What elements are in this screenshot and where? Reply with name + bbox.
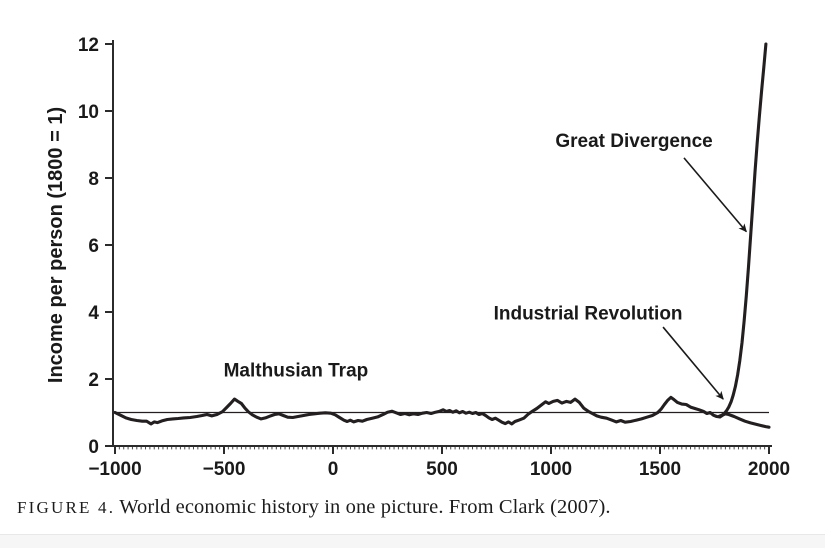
arrow-great-divergence (683, 157, 747, 233)
x-tick-label: 0 (328, 459, 339, 480)
figure-caption: FIGURE 4. World economic history in one p… (17, 496, 797, 519)
annotation-malthusian-trap: Malthusian Trap (224, 361, 369, 382)
world-economic-history-chart: −1000 −500 0 500 1000 1500 2000 0 2 4 6 8 10 12 Incom… (45, 35, 790, 480)
y-tick-label: 12 (78, 35, 99, 56)
x-tick-label: −1000 (88, 459, 141, 480)
y-tick-label: 0 (88, 437, 99, 458)
y-tick-label: 2 (88, 370, 99, 391)
y-tick-label: 10 (78, 102, 99, 123)
y-tick-label: 8 (88, 169, 99, 190)
plot-area: −1000 −500 0 500 1000 1500 2000 0 2 4 6 8 10 12 (78, 35, 790, 480)
window-edge-strip (0, 534, 825, 548)
x-tick-label: 1000 (530, 459, 572, 480)
annotation-industrial-revolution: Industrial Revolution (494, 304, 683, 325)
x-tick-label: −500 (203, 459, 246, 480)
caption-text: World economic history in one picture. F… (119, 496, 611, 518)
caption-label: FIGURE 4. (17, 498, 116, 517)
x-tick-label: 1500 (639, 459, 681, 480)
y-tick-label: 4 (88, 303, 99, 324)
x-tick-label: 2000 (748, 459, 790, 480)
x-tick-label: 500 (426, 459, 458, 480)
y-axis-label: Income per person (1800 = 1) (45, 107, 67, 383)
arrow-industrial-revolution (662, 326, 724, 400)
great-divergence-rise-line (717, 42, 768, 418)
annotation-great-divergence: Great Divergence (555, 131, 712, 152)
world-income-malthusian-line (113, 395, 771, 429)
y-tick-label: 6 (88, 236, 99, 257)
